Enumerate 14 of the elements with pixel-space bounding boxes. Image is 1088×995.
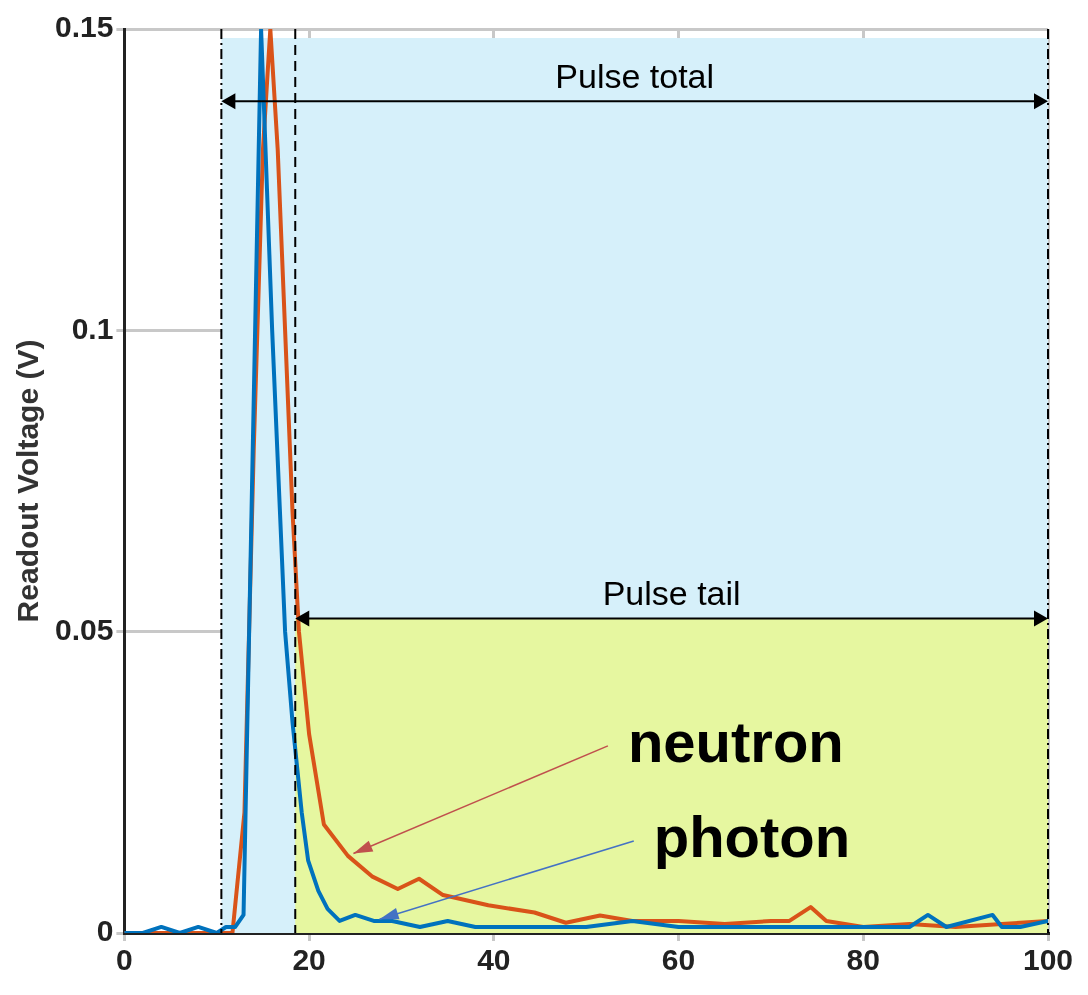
x-tick-label: 40: [477, 943, 511, 977]
band-label: Pulse tail: [602, 573, 741, 612]
x-tick-label: 20: [292, 943, 326, 977]
y-tick-label: 0: [96, 914, 114, 948]
x-tick-label: 60: [661, 943, 696, 977]
band-label: Pulse total: [555, 56, 715, 95]
annotation: photon: [653, 803, 851, 869]
y-tick-label: 0.15: [55, 10, 114, 44]
y-axis-title: Readout Voltage (V): [11, 339, 45, 623]
x-tick-label: 80: [846, 943, 880, 977]
annotation: neutron: [627, 708, 844, 774]
y-tick-label: 0.05: [55, 612, 114, 646]
x-tick-label: 100: [1022, 943, 1074, 977]
y-tick-label: 0.1: [71, 311, 114, 345]
